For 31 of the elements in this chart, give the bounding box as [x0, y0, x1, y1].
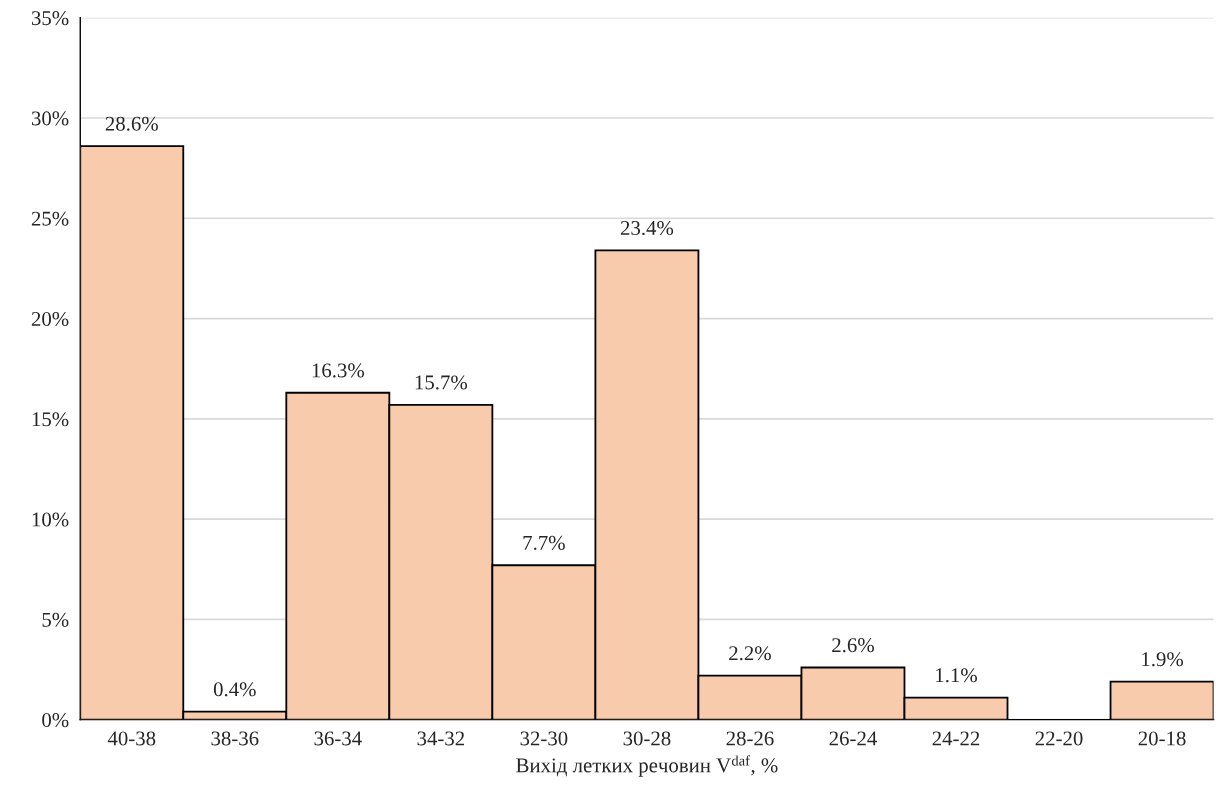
x-tick-label: 28-26 — [726, 731, 774, 746]
x-tick-label: 36-34 — [314, 731, 362, 746]
y-tick-label: 25% — [31, 211, 69, 226]
x-tick-label: 24-22 — [932, 731, 980, 746]
y-tick-label: 0% — [42, 713, 69, 728]
y-tick-label: 30% — [31, 111, 69, 126]
x-tick-label: 34-32 — [417, 731, 465, 746]
data-label: 1.1% — [936, 668, 977, 683]
y-tick-label: 15% — [32, 412, 69, 427]
bar — [1109, 680, 1214, 720]
data-label: 7.7% — [523, 535, 565, 550]
x-tick-label: 30-28 — [623, 731, 671, 746]
y-tick-label: 10% — [32, 512, 69, 527]
data-label: 1.9% — [1142, 652, 1184, 667]
y-tick-label: 20% — [31, 311, 69, 327]
data-label: 16.3% — [312, 363, 365, 378]
y-tick-label: 35% — [31, 11, 69, 26]
x-tick-label: 38-36 — [211, 731, 259, 746]
x-tick-label: 40-38 — [107, 731, 156, 746]
x-tick-label: 26-24 — [829, 731, 877, 746]
data-label: 23.4% — [620, 220, 674, 236]
data-label: 0.4% — [213, 682, 256, 697]
data-label: 15.7% — [415, 375, 468, 390]
data-label: 28.6% — [105, 116, 158, 131]
x-tick-label: 20-18 — [1138, 731, 1186, 746]
data-label: 2.2% — [729, 646, 771, 661]
y-tick-label: 5% — [42, 612, 69, 627]
x-tick-label: 32-30 — [520, 731, 568, 746]
x-tick-label: 22-20 — [1035, 731, 1083, 746]
data-label: 2.6% — [832, 638, 874, 653]
x-axis-title: Вихід летких речовин V$^{daf}$, % — [516, 755, 778, 777]
